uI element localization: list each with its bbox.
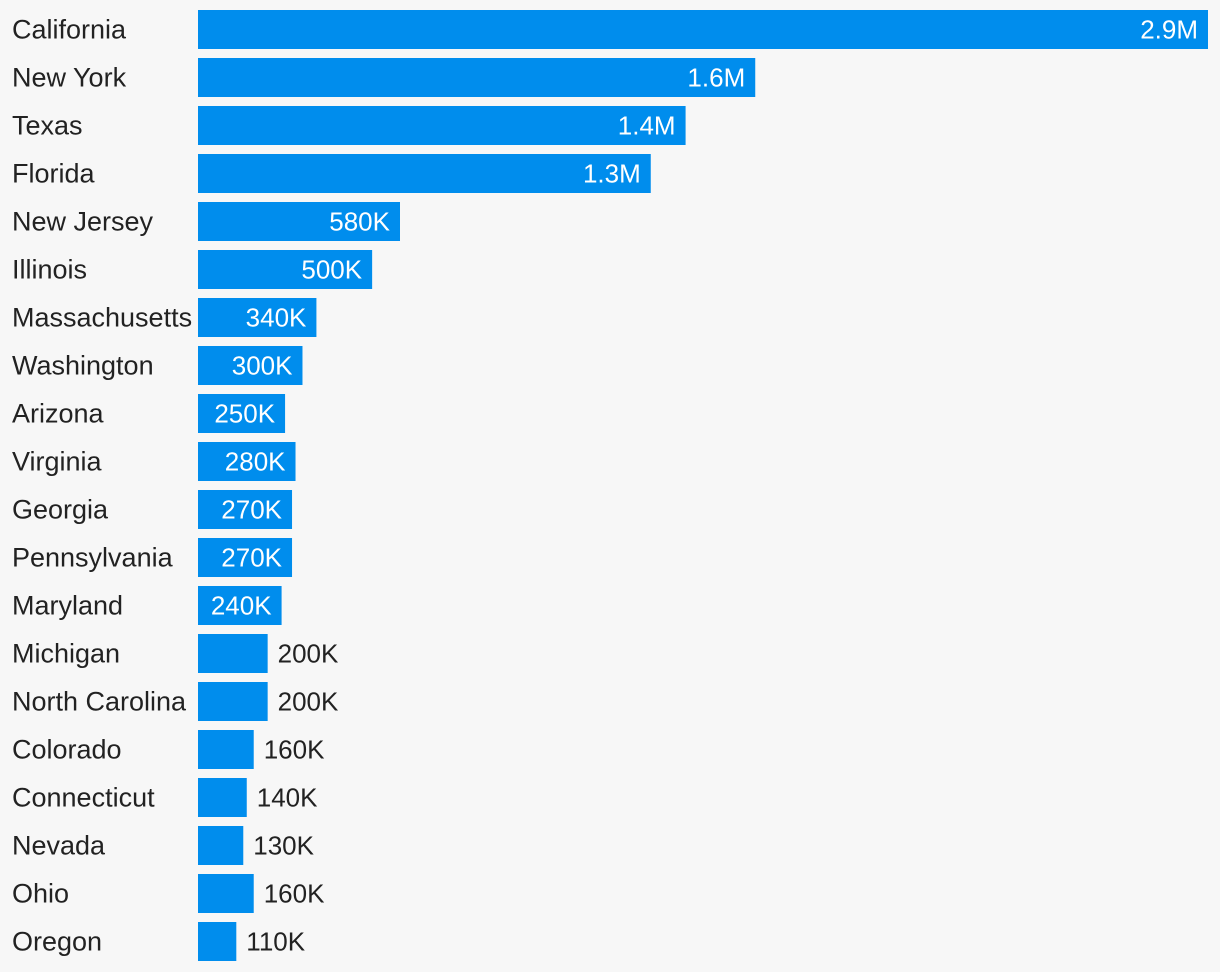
- value-label: 340K: [246, 303, 307, 333]
- bar: [198, 346, 303, 385]
- category-label: Oregon: [12, 927, 102, 957]
- bar-row: New Jersey 580K: [12, 202, 400, 241]
- category-label: Maryland: [12, 591, 123, 621]
- category-label: North Carolina: [12, 687, 187, 717]
- bar-row: Georgia 270K: [12, 490, 293, 529]
- bar-row: Virginia 280K: [12, 442, 296, 481]
- bar-row: Texas 1.4M: [12, 106, 686, 145]
- bar-row: Washington 300K: [12, 346, 303, 385]
- bar-row: Maryland 240K: [12, 586, 282, 625]
- bar: [198, 922, 237, 961]
- bar: [198, 826, 244, 865]
- category-label: Michigan: [12, 639, 120, 669]
- value-label: 270K: [221, 543, 282, 573]
- bar: [198, 586, 282, 625]
- bar: [198, 106, 686, 145]
- value-label: 200K: [278, 639, 339, 669]
- category-label: Ohio: [12, 879, 69, 909]
- bar-row: Ohio 160K: [12, 874, 325, 913]
- bar-row: Massachusetts 340K: [12, 298, 317, 337]
- bar-row: Florida 1.3M: [12, 154, 651, 193]
- value-label: 1.4M: [618, 111, 676, 141]
- bar-row: New York 1.6M: [12, 58, 756, 97]
- bar-row: North Carolina 200K: [12, 682, 339, 721]
- value-label: 270K: [221, 495, 282, 525]
- category-label: Pennsylvania: [12, 543, 174, 573]
- bar-row: Nevada 130K: [12, 826, 315, 865]
- value-label: 140K: [257, 783, 318, 813]
- bar: [198, 682, 268, 721]
- value-label: 130K: [253, 831, 314, 861]
- bar: [198, 874, 254, 913]
- bar-row: Connecticut 140K: [12, 778, 318, 817]
- bar-row: Arizona 250K: [12, 394, 286, 433]
- bar: [198, 298, 317, 337]
- value-label: 110K: [246, 927, 305, 957]
- bar: [198, 442, 296, 481]
- category-label: Nevada: [12, 831, 106, 861]
- value-label: 200K: [278, 687, 339, 717]
- category-label: Florida: [12, 159, 96, 189]
- category-label: Colorado: [12, 735, 122, 765]
- bar-row: Pennsylvania 270K: [12, 538, 293, 577]
- bar-row: Oregon 110K: [12, 922, 306, 961]
- category-label: Arizona: [12, 399, 105, 429]
- bar: [198, 634, 268, 673]
- value-label: 300K: [232, 351, 293, 381]
- bar: [198, 730, 254, 769]
- bar: [198, 490, 293, 529]
- bar: [198, 538, 293, 577]
- bar: [198, 202, 400, 241]
- value-label: 1.3M: [583, 159, 641, 189]
- value-label: 160K: [264, 879, 325, 909]
- value-label: 250K: [214, 399, 275, 429]
- bar-row: California 2.9M: [12, 10, 1208, 49]
- bar: [198, 394, 286, 433]
- bar-row: Illinois 500K: [12, 250, 373, 289]
- value-label: 280K: [225, 447, 286, 477]
- value-label: 580K: [329, 207, 390, 237]
- category-label: California: [12, 15, 127, 45]
- value-label: 1.6M: [687, 63, 745, 93]
- category-label: Virginia: [12, 447, 103, 477]
- category-label: Washington: [12, 351, 154, 381]
- category-label: Georgia: [12, 495, 109, 525]
- category-label: Illinois: [12, 255, 87, 285]
- bar-row: Colorado 160K: [12, 730, 325, 769]
- bar-row: Michigan 200K: [12, 634, 339, 673]
- value-label: 240K: [211, 591, 272, 621]
- category-label: Texas: [12, 111, 83, 141]
- category-label: Massachusetts: [12, 303, 192, 333]
- value-label: 500K: [301, 255, 362, 285]
- bar: [198, 250, 373, 289]
- bar: [198, 778, 247, 817]
- category-label: Connecticut: [12, 783, 155, 813]
- bar: [198, 154, 651, 193]
- bar: [198, 10, 1208, 49]
- category-label: New Jersey: [12, 207, 154, 237]
- category-label: New York: [12, 63, 127, 93]
- value-label: 2.9M: [1140, 15, 1198, 45]
- bar: [198, 58, 756, 97]
- value-label: 160K: [264, 735, 325, 765]
